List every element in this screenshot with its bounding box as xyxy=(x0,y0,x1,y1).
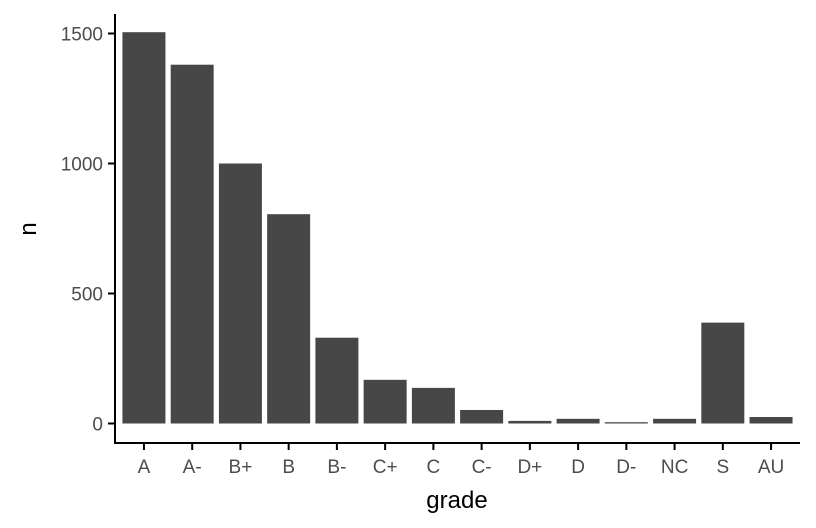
bar-B+ xyxy=(218,163,262,424)
x-tick-label-D+: D+ xyxy=(517,457,542,478)
bar-D- xyxy=(604,422,648,424)
bar-D xyxy=(556,418,600,424)
bar-A- xyxy=(170,64,214,424)
y-tick-label-1500: 1500 xyxy=(61,25,103,46)
y-axis-title: n xyxy=(15,222,42,235)
bar-C+ xyxy=(363,379,407,424)
bar-B xyxy=(267,214,311,424)
x-tick-label-D-: D- xyxy=(616,457,636,478)
bar-NC xyxy=(653,418,697,424)
x-tick-label-A: A xyxy=(138,457,151,478)
x-tick-label-C: C xyxy=(427,457,441,478)
x-tick-label-B: B xyxy=(282,457,295,478)
x-tick-label-AU: AU xyxy=(758,457,784,478)
bar-B- xyxy=(315,337,359,424)
x-tick-label-B-: B- xyxy=(327,457,346,478)
bars-layer xyxy=(122,32,793,424)
bar-A xyxy=(122,32,166,424)
x-tick-label-NC: NC xyxy=(661,457,688,478)
bar-C xyxy=(411,387,455,424)
x-tick-label-A-: A- xyxy=(183,457,202,478)
bar-C- xyxy=(460,409,504,424)
x-axis-title: grade xyxy=(426,487,487,514)
y-tick-label-0: 0 xyxy=(92,415,103,436)
x-tick-label-S: S xyxy=(716,457,729,478)
bar-S xyxy=(701,322,745,424)
bar-AU xyxy=(749,417,793,424)
x-tick-label-C+: C+ xyxy=(373,457,398,478)
x-tick-label-C-: C- xyxy=(472,457,492,478)
x-axis: A A- B+ B B- C+ C C- D+ D D- NC S AU xyxy=(114,442,800,478)
y-tick-label-500: 500 xyxy=(71,285,103,306)
x-tick-label-D: D xyxy=(571,457,585,478)
x-tick-label-B+: B+ xyxy=(229,457,253,478)
bar-D+ xyxy=(508,420,552,424)
y-axis: 0 500 1000 1500 xyxy=(61,14,116,444)
y-tick-label-1000: 1000 xyxy=(61,155,103,176)
